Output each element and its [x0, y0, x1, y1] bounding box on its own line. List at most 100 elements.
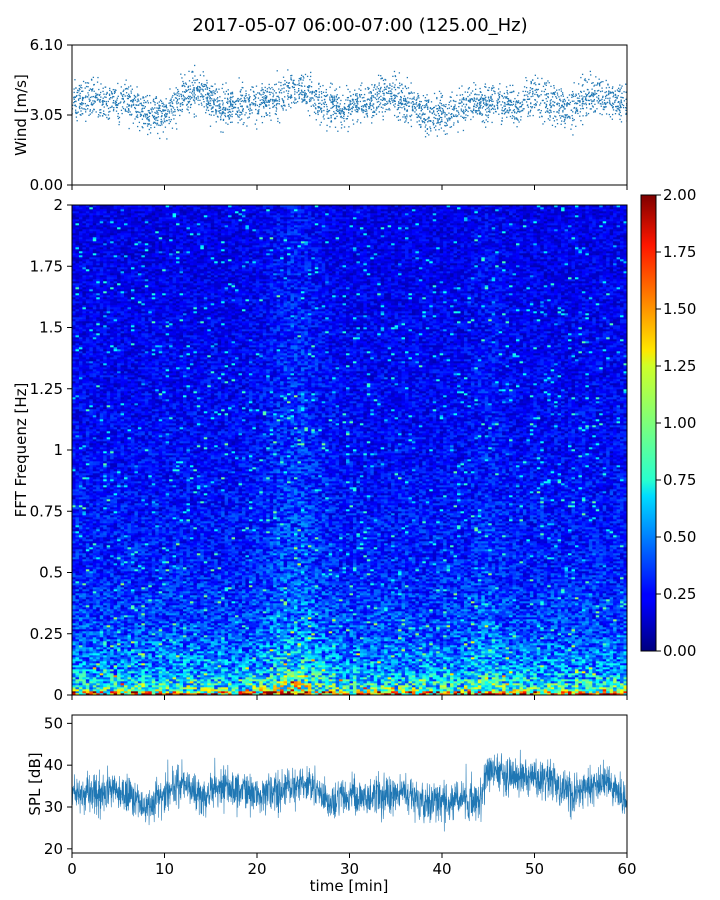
wind-point	[187, 101, 188, 102]
wind-point	[110, 97, 111, 98]
wind-point	[461, 102, 462, 103]
wind-point	[229, 100, 230, 101]
wind-point	[91, 112, 92, 113]
wind-point	[274, 101, 275, 102]
wind-point	[347, 116, 348, 117]
wind-point	[425, 136, 426, 137]
wind-point	[92, 104, 93, 105]
wind-point	[455, 101, 456, 102]
wind-point	[122, 106, 123, 107]
wind-point	[222, 104, 223, 105]
wind-point	[118, 103, 119, 104]
wind-point	[348, 126, 349, 127]
spectrogram-cell	[72, 669, 76, 671]
wind-point	[220, 131, 221, 132]
wind-point	[209, 98, 210, 99]
wind-point	[406, 101, 407, 102]
wind-point	[317, 97, 318, 98]
wind-point	[426, 100, 427, 101]
spectrogram-cell	[72, 561, 76, 563]
wind-point	[557, 103, 558, 104]
wind-point	[294, 97, 295, 98]
wind-point	[390, 93, 391, 94]
spectrogram-cell	[75, 527, 79, 529]
wind-point	[280, 85, 281, 86]
spectrogram-cell	[79, 555, 83, 557]
wind-point	[303, 76, 304, 77]
wind-point	[535, 84, 536, 85]
spectrogram-cell	[75, 355, 79, 357]
spectrogram-cell	[72, 435, 76, 437]
wind-point	[435, 129, 436, 130]
wind-point	[194, 87, 195, 88]
wind-point	[621, 85, 622, 86]
wind-point	[209, 114, 210, 115]
wind-point	[238, 110, 239, 111]
spectrogram-cell	[72, 461, 76, 463]
wind-point	[472, 90, 473, 91]
wind-point	[386, 89, 387, 90]
wind-point	[554, 120, 555, 121]
wind-point	[275, 100, 276, 101]
wind-point	[591, 92, 592, 93]
wind-point	[262, 94, 263, 95]
wind-point	[453, 124, 454, 125]
wind-point	[544, 102, 545, 103]
wind-point	[151, 111, 152, 112]
wind-point	[154, 107, 155, 108]
wind-point	[371, 84, 372, 85]
wind-point	[427, 109, 428, 110]
wind-point	[263, 92, 264, 93]
wind-point	[612, 114, 613, 115]
spectrogram-cell	[72, 499, 76, 501]
wind-point	[311, 106, 312, 107]
spectrogram-cell	[72, 465, 76, 467]
wind-point	[519, 111, 520, 112]
wind-point	[485, 114, 486, 115]
wind-point	[556, 90, 557, 91]
wind-point	[219, 100, 220, 101]
wind-point	[624, 100, 625, 101]
wind-point	[615, 113, 616, 114]
wind-point	[425, 97, 426, 98]
wind-point	[489, 100, 490, 101]
spectrogram-cell	[72, 223, 76, 225]
wind-point	[561, 88, 562, 89]
wind-point	[531, 83, 532, 84]
spectrogram-cell	[75, 217, 79, 219]
wind-point	[398, 116, 399, 117]
wind-point	[203, 96, 204, 97]
wind-point	[572, 115, 573, 116]
wind-point	[572, 101, 573, 102]
wind-point	[440, 100, 441, 101]
spectrogram-cell	[79, 543, 83, 545]
wind-point	[232, 92, 233, 93]
wind-point	[467, 115, 468, 116]
wind-point	[125, 110, 126, 111]
wind-point	[230, 97, 231, 98]
wind-point	[250, 89, 251, 90]
wind-point	[411, 114, 412, 115]
wind-point	[549, 115, 550, 116]
wind-point	[359, 108, 360, 109]
spectrogram-cell	[75, 459, 79, 461]
wind-point	[173, 111, 174, 112]
wind-point	[165, 127, 166, 128]
spectrogram-cell	[79, 669, 83, 671]
wind-point	[613, 96, 614, 97]
wind-point	[174, 109, 175, 110]
wind-point	[433, 120, 434, 121]
wind-point	[427, 121, 428, 122]
spectrogram-cell	[75, 375, 79, 377]
wind-point	[621, 93, 622, 94]
wind-point	[502, 117, 503, 118]
wind-point	[564, 108, 565, 109]
wind-point	[531, 96, 532, 97]
wind-point	[421, 110, 422, 111]
wind-point	[240, 106, 241, 107]
wind-point	[394, 84, 395, 85]
wind-point	[488, 96, 489, 97]
wind-point	[219, 106, 220, 107]
wind-point	[618, 101, 619, 102]
wind-point	[100, 112, 101, 113]
